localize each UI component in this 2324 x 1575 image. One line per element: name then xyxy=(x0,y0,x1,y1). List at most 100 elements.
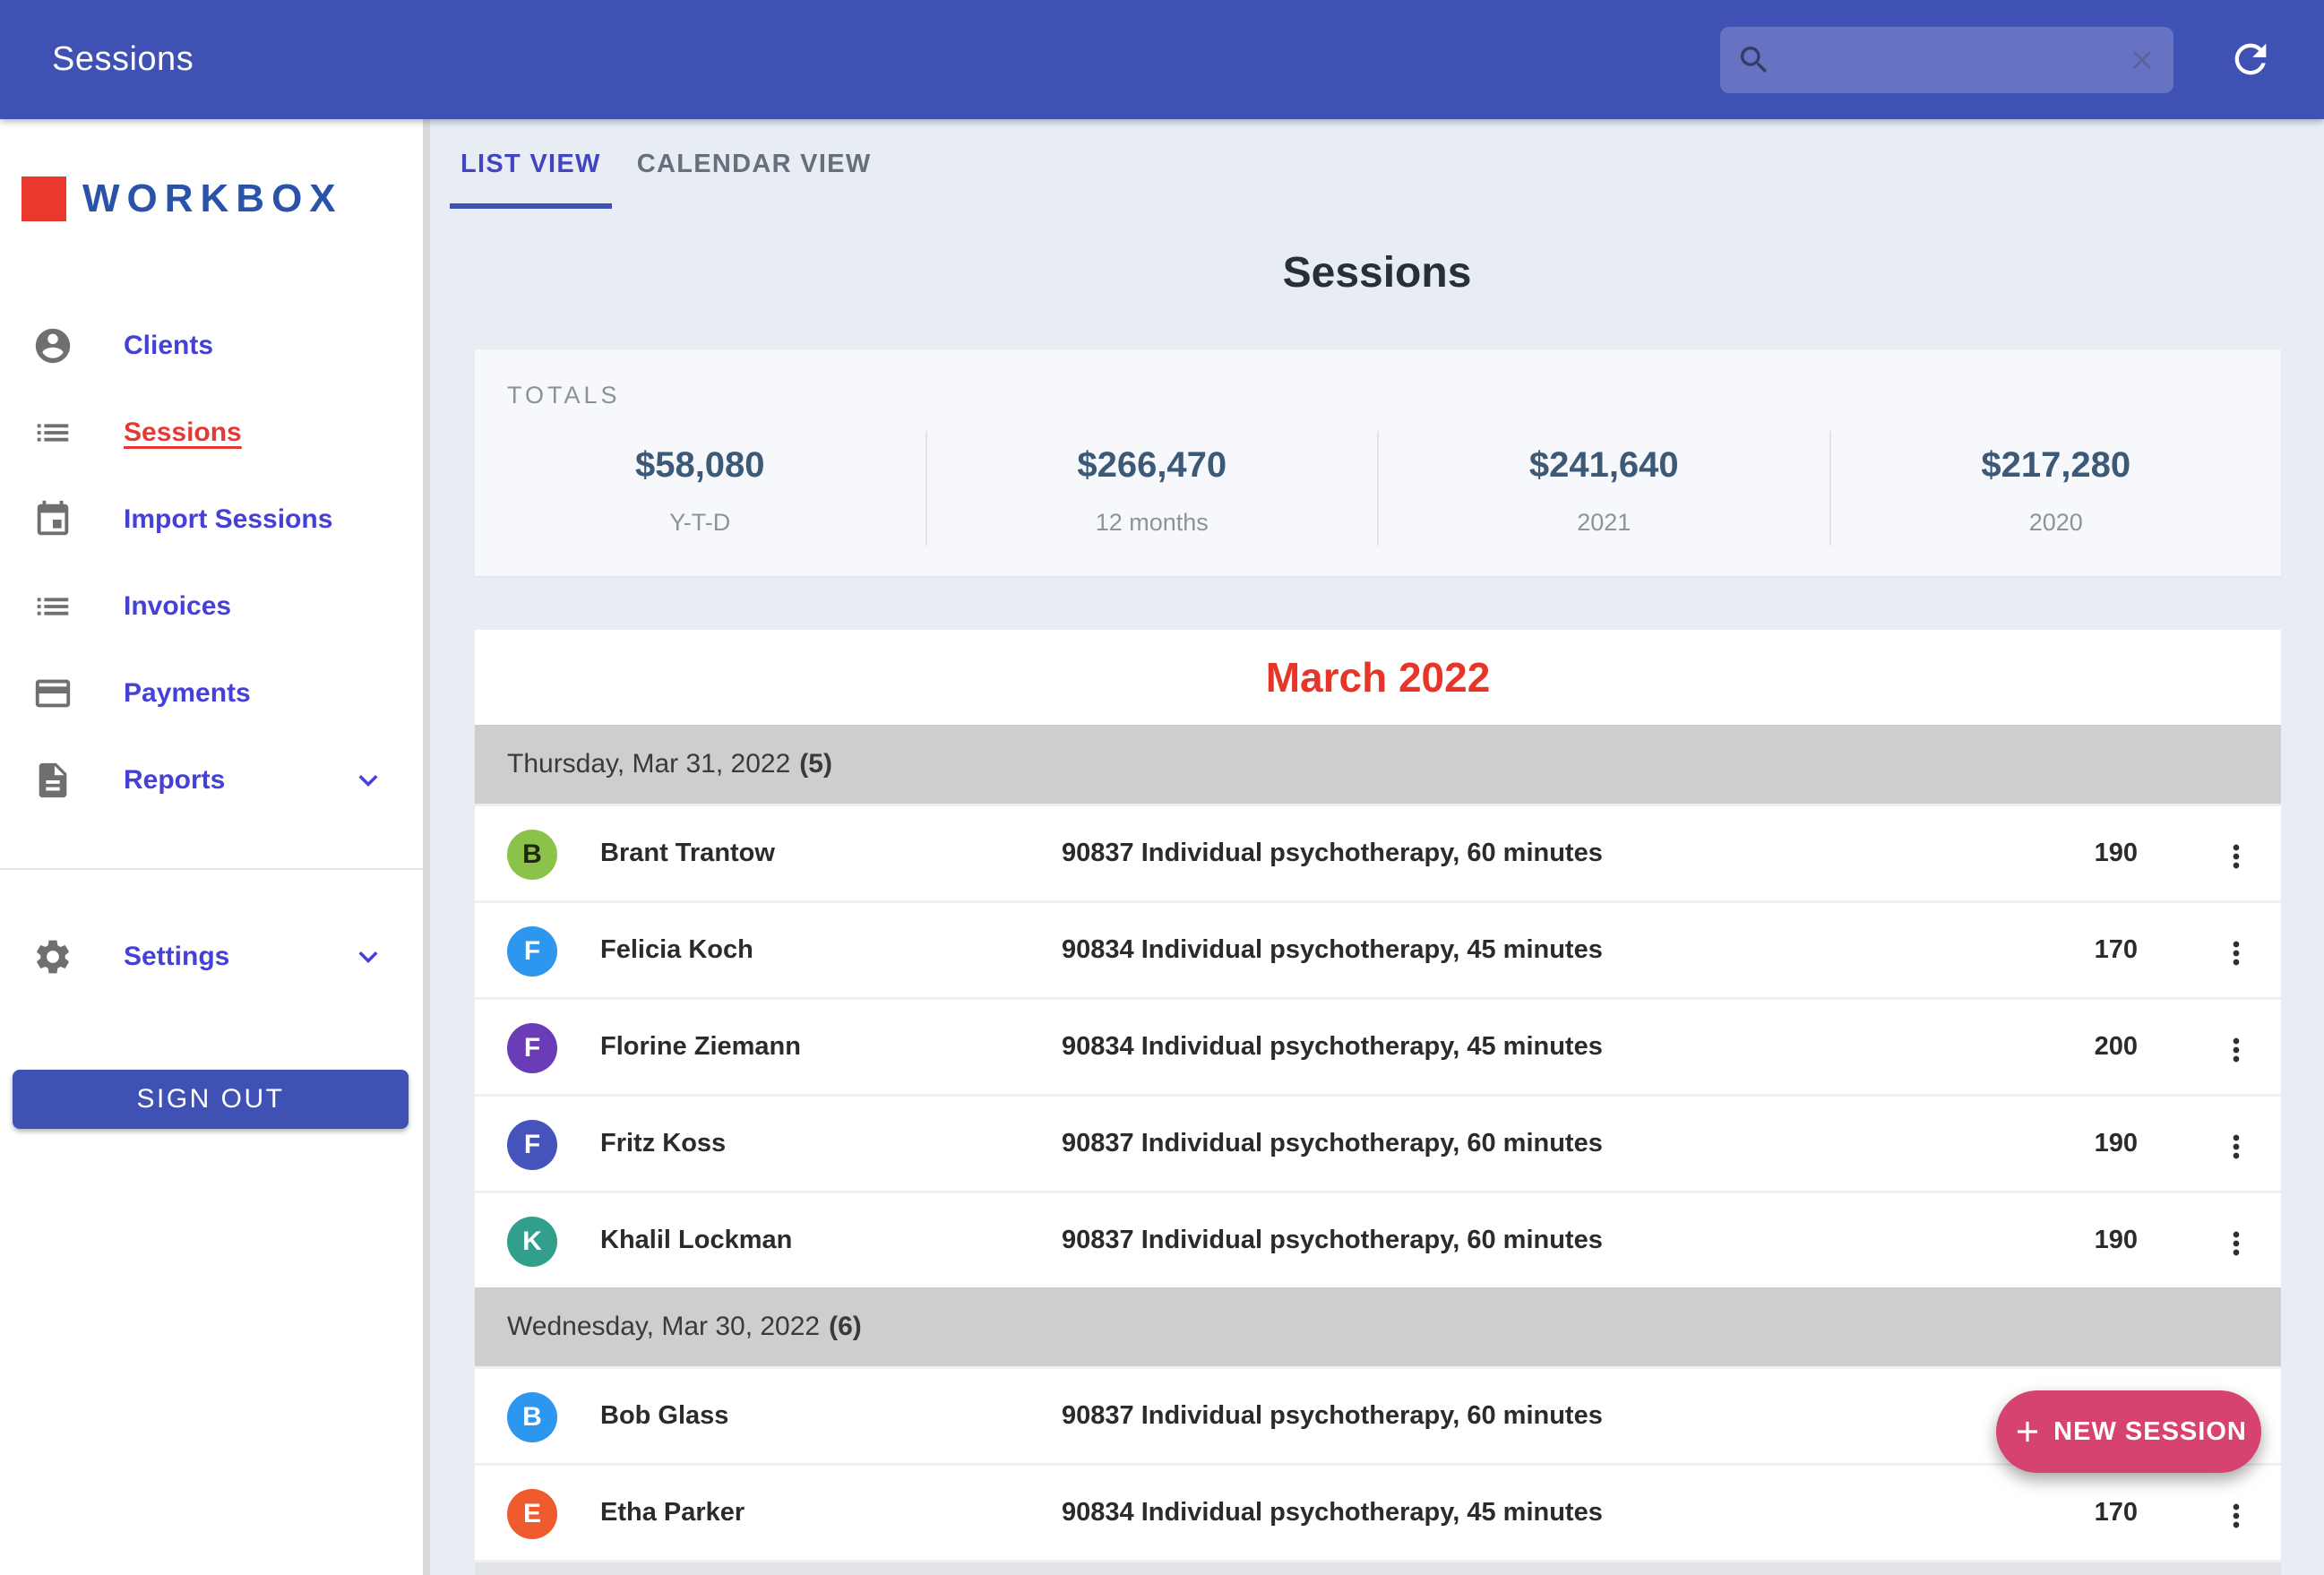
total-value: $217,280 xyxy=(1981,445,2131,485)
page-title: Sessions xyxy=(1282,249,1472,297)
row-menu-button[interactable] xyxy=(2216,1127,2256,1166)
calendar-icon xyxy=(32,499,73,540)
sidebar-item-invoices[interactable]: Invoices xyxy=(0,563,423,650)
client-name: Etha Parker xyxy=(600,1498,745,1527)
search-box[interactable] xyxy=(1720,27,2173,93)
total-ytd: $58,080 Y-T-D xyxy=(475,431,925,546)
avatar: F xyxy=(507,1120,557,1170)
day-rows: B Bob Glass 90837 Individual psychothera… xyxy=(475,1366,2281,1560)
new-session-button[interactable]: NEW SESSION xyxy=(1996,1390,2261,1473)
avatar: E xyxy=(507,1489,557,1539)
sidebar-item-label: Clients xyxy=(124,330,214,360)
session-amount: 190 xyxy=(2094,1129,2138,1158)
total-label: Y-T-D xyxy=(669,509,731,536)
sidebar-item-label: Payments xyxy=(124,677,251,708)
sidebar-item-settings[interactable]: Settings xyxy=(0,913,423,1000)
sidebar-item-label: Reports xyxy=(124,764,226,795)
session-description: 90834 Individual psychotherapy, 45 minut… xyxy=(1062,935,1603,964)
session-row[interactable]: E Etha Parker 90834 Individual psychothe… xyxy=(475,1463,2281,1560)
clear-search-icon[interactable] xyxy=(2127,45,2157,75)
new-session-label: NEW SESSION xyxy=(2053,1416,2247,1446)
chevron-down-icon[interactable] xyxy=(349,938,387,976)
day-header-count: (6) xyxy=(829,1312,862,1341)
day-header-date: Thursday, Mar 31, 2022 xyxy=(507,749,791,779)
sidebar-item-sessions[interactable]: Sessions xyxy=(0,389,423,476)
sidebar-item-label: Import Sessions xyxy=(124,503,333,534)
gear-icon xyxy=(32,936,73,977)
client-name: Khalil Lockman xyxy=(600,1226,793,1254)
workbox-logo: WORKBOX xyxy=(22,176,423,221)
sidebar-item-import-sessions[interactable]: Import Sessions xyxy=(0,476,423,563)
avatar: B xyxy=(507,830,557,880)
row-menu-button[interactable] xyxy=(2216,1496,2256,1536)
sidebar-item-clients[interactable]: Clients xyxy=(0,302,423,389)
refresh-icon[interactable] xyxy=(2227,36,2274,82)
credit-card-icon xyxy=(32,673,73,714)
app-bar-title: Sessions xyxy=(52,40,194,78)
total-label: 2020 xyxy=(2028,509,2083,536)
view-tabs: LIST VIEW CALENDAR VIEW xyxy=(430,119,2324,209)
session-amount: 200 xyxy=(2094,1032,2138,1061)
search-input[interactable] xyxy=(1783,45,2116,75)
day-header-count: (5) xyxy=(799,749,832,779)
session-description: 90837 Individual psychotherapy, 60 minut… xyxy=(1062,839,1603,867)
sidebar-item-label: Sessions xyxy=(124,417,242,447)
tab-calendar-view[interactable]: CALENDAR VIEW xyxy=(636,149,872,178)
day-group: Thursday, Mar 31, 2022 (5) B Brant Trant… xyxy=(475,725,2281,1287)
avatar: K xyxy=(507,1217,557,1267)
session-row[interactable]: F Felicia Koch 90834 Individual psychoth… xyxy=(475,900,2281,997)
month-header: March 2022 xyxy=(475,630,2281,725)
avatar: B xyxy=(507,1392,557,1442)
search-icon xyxy=(1741,47,1768,73)
row-menu-button[interactable] xyxy=(2216,837,2256,876)
list-icon xyxy=(32,586,73,627)
session-row[interactable]: B Brant Trantow 90837 Individual psychot… xyxy=(475,804,2281,900)
day-rows: B Brant Trantow 90837 Individual psychot… xyxy=(475,804,2281,1287)
row-menu-button[interactable] xyxy=(2216,1224,2256,1263)
list-icon xyxy=(32,412,73,453)
tab-list-view[interactable]: LIST VIEW xyxy=(443,119,619,209)
client-name: Bob Glass xyxy=(600,1401,729,1430)
kebab-icon xyxy=(2233,941,2240,966)
person-icon xyxy=(32,325,73,366)
sidebar-divider xyxy=(0,868,423,870)
plus-icon xyxy=(2018,1421,2038,1442)
session-description: 90834 Individual psychotherapy, 45 minut… xyxy=(1062,1498,1603,1527)
client-name: Felicia Koch xyxy=(600,935,753,964)
sidebar: WORKBOX Clients Sessions Import Sessions… xyxy=(0,119,430,1575)
session-description: 90834 Individual psychotherapy, 45 minut… xyxy=(1062,1032,1603,1061)
session-row[interactable]: B Bob Glass 90837 Individual psychothera… xyxy=(475,1366,2281,1463)
session-amount: 190 xyxy=(2094,839,2138,867)
row-menu-button[interactable] xyxy=(2216,934,2256,973)
session-description: 90837 Individual psychotherapy, 60 minut… xyxy=(1062,1401,1603,1430)
client-name: Brant Trantow xyxy=(600,839,775,867)
sidebar-item-reports[interactable]: Reports xyxy=(0,736,423,823)
totals-heading: TOTALS xyxy=(507,382,621,409)
main-content: LIST VIEW CALENDAR VIEW Sessions TOTALS … xyxy=(430,119,2324,1575)
sidebar-nav: Clients Sessions Import Sessions Invoice… xyxy=(0,302,423,823)
client-name: Florine Ziemann xyxy=(600,1032,801,1061)
session-row[interactable]: F Florine Ziemann 90834 Individual psych… xyxy=(475,997,2281,1094)
row-menu-button[interactable] xyxy=(2216,1030,2256,1070)
session-description: 90837 Individual psychotherapy, 60 minut… xyxy=(1062,1129,1603,1158)
sessions-list: March 2022 Thursday, Mar 31, 2022 (5) B … xyxy=(475,630,2281,1575)
sign-out-button[interactable]: SIGN OUT xyxy=(13,1070,409,1129)
kebab-icon xyxy=(2233,1503,2240,1528)
total-2020: $217,280 2020 xyxy=(1829,431,2282,546)
session-row[interactable]: K Khalil Lockman 90837 Individual psycho… xyxy=(475,1191,2281,1287)
day-header-date: Wednesday, Mar 30, 2022 xyxy=(507,1312,821,1341)
avatar: F xyxy=(507,1023,557,1073)
session-list: Thursday, Mar 31, 2022 (5) B Brant Trant… xyxy=(475,725,2281,1560)
kebab-icon xyxy=(2233,1231,2240,1256)
avatar: F xyxy=(507,926,557,977)
total-label: 12 months xyxy=(1095,509,1209,536)
total-value: $58,080 xyxy=(634,445,765,485)
session-row[interactable]: F Fritz Koss 90837 Individual psychother… xyxy=(475,1094,2281,1191)
next-day-band-partial xyxy=(475,1560,2281,1575)
total-value: $266,470 xyxy=(1077,445,1227,485)
sidebar-item-payments[interactable]: Payments xyxy=(0,650,423,736)
logo-text: WORKBOX xyxy=(82,176,343,220)
day-header: Thursday, Mar 31, 2022 (5) xyxy=(475,725,2281,804)
chevron-down-icon[interactable] xyxy=(349,762,387,799)
total-value: $241,640 xyxy=(1528,445,1679,485)
